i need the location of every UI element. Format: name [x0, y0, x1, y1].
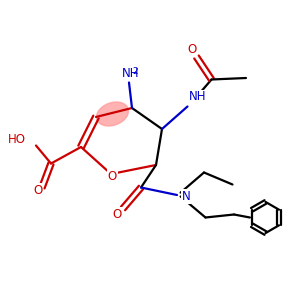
Text: NH: NH: [189, 91, 206, 103]
Text: N: N: [182, 190, 190, 203]
Ellipse shape: [97, 102, 128, 126]
Text: O: O: [33, 184, 42, 197]
Text: O: O: [112, 208, 122, 221]
Text: HO: HO: [8, 133, 26, 146]
Text: 2: 2: [133, 67, 138, 76]
Text: O: O: [188, 43, 196, 56]
Text: NH: NH: [122, 67, 139, 80]
Text: O: O: [108, 169, 117, 183]
